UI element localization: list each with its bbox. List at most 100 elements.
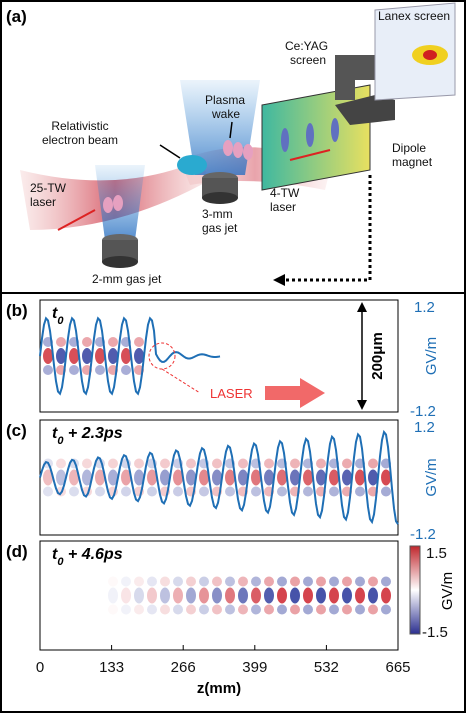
field-blob	[56, 337, 66, 347]
field-blob	[251, 576, 261, 587]
field-blob	[160, 458, 170, 469]
field-blob	[95, 365, 105, 375]
field-blob	[381, 604, 391, 615]
panel-label: (b)	[6, 301, 28, 320]
field-blob	[225, 587, 235, 604]
field-blob	[355, 604, 365, 615]
field-blob	[186, 604, 196, 615]
field-blob	[43, 348, 53, 364]
annotation: Dipole	[392, 141, 426, 155]
x-tick-label: 266	[171, 659, 196, 676]
field-blob	[134, 576, 144, 587]
field-blob	[251, 486, 261, 497]
y2-tick-label: -1.2	[410, 403, 436, 420]
schematic	[20, 2, 456, 286]
scale-arrow	[357, 400, 367, 410]
field-blob	[303, 486, 313, 497]
laser-arrow	[265, 378, 325, 408]
field-blob	[82, 348, 92, 364]
time-label: t0	[52, 305, 64, 327]
x-axis-label: z(mm)	[197, 680, 241, 697]
field-blob	[264, 458, 274, 469]
field-blob	[134, 469, 144, 486]
field-blob	[303, 469, 313, 486]
lineout	[39, 429, 399, 525]
field-blob	[277, 469, 287, 486]
field-blob	[316, 469, 326, 486]
field-blob	[316, 576, 326, 587]
panel-label: (a)	[6, 7, 27, 26]
colorbar	[409, 545, 421, 635]
field-blob	[303, 576, 313, 587]
field-blob	[212, 469, 222, 486]
field-blob	[277, 587, 287, 604]
field-blob	[173, 486, 183, 497]
x-tick-label: 399	[242, 659, 267, 676]
annotation: Lanex screen	[378, 9, 450, 23]
field-blob	[368, 576, 378, 587]
field-blob	[121, 486, 131, 497]
field-blob	[121, 469, 131, 486]
annotation: laser	[30, 195, 56, 209]
field-blob	[225, 576, 235, 587]
field-blob	[108, 587, 118, 604]
field-blob	[238, 604, 248, 615]
annotation: screen	[290, 53, 326, 67]
y2-tick-label: 1.2	[414, 419, 435, 436]
field-blob	[121, 576, 131, 587]
field-blob	[95, 486, 105, 497]
field-blob	[108, 577, 118, 587]
field-blob	[290, 576, 300, 587]
field-blob	[199, 576, 209, 587]
annotation: magnet	[392, 155, 433, 169]
field-blob	[186, 458, 196, 469]
annotation: laser	[270, 200, 296, 214]
time-part: + 4.6ps	[63, 546, 122, 563]
y2-unit: GV/m	[423, 458, 440, 496]
field-blob	[186, 576, 196, 587]
field-blob	[82, 337, 92, 347]
field-blob	[199, 604, 209, 615]
annotation: wake	[211, 107, 240, 121]
field-blob	[134, 348, 144, 364]
lineout	[39, 316, 221, 396]
field-blob	[82, 469, 92, 486]
annotation: Ce:YAG	[285, 39, 328, 53]
field-blob	[95, 348, 105, 364]
field-blob	[147, 587, 157, 604]
field-blob	[69, 469, 79, 486]
field-blob	[56, 458, 66, 469]
field-blob	[121, 348, 131, 364]
annotation: 4-TW	[270, 186, 300, 200]
field-blob	[238, 587, 248, 604]
field-blob	[264, 604, 274, 615]
field-blob	[368, 458, 378, 469]
field-blob	[316, 604, 326, 615]
field-blob	[329, 469, 339, 486]
field-blob	[199, 469, 209, 486]
field-blob	[121, 365, 131, 375]
field-blob	[108, 337, 118, 347]
scale-arrow	[357, 302, 367, 312]
field-blob	[355, 576, 365, 587]
field-blob	[355, 587, 365, 604]
field-blob	[238, 576, 248, 587]
field-blob	[160, 604, 170, 615]
field-blob	[264, 469, 274, 486]
panel-label: (c)	[6, 421, 27, 440]
field-blob	[342, 576, 352, 587]
time-part: 0	[57, 556, 64, 568]
field-blob	[381, 486, 391, 497]
field-blob	[147, 486, 157, 497]
field-blob	[290, 587, 300, 604]
annotation: 3-mm	[202, 207, 233, 221]
field-blob	[173, 576, 183, 587]
field-blob	[134, 587, 144, 604]
x-tick-label: 133	[99, 659, 124, 676]
field-blob	[69, 486, 79, 497]
time-part: 0	[57, 435, 64, 447]
field-blob	[69, 365, 79, 375]
colorbar-unit: GV/m	[439, 572, 456, 610]
